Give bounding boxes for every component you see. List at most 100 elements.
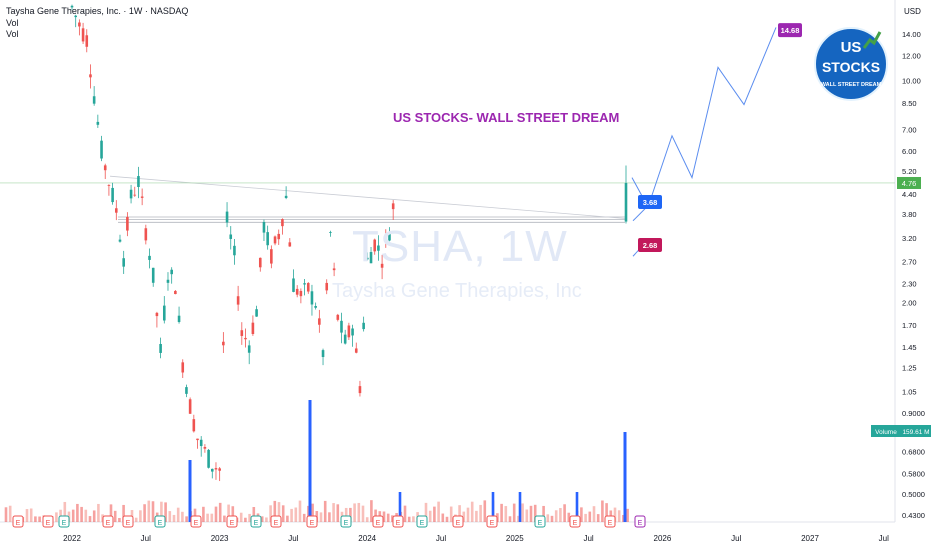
- volume-bar: [122, 504, 125, 522]
- candle-body: [233, 245, 236, 256]
- earnings-letter: E: [230, 520, 235, 527]
- price-tick-label: 1.05: [902, 388, 917, 397]
- price-tick-label: 6.00: [902, 147, 917, 156]
- volume-bar: [554, 510, 558, 522]
- candle-body: [288, 242, 292, 247]
- candle-body: [174, 290, 177, 295]
- earnings-letter: E: [456, 520, 461, 527]
- volume-bar: [97, 503, 100, 522]
- volume-bar: [617, 510, 621, 522]
- last-price-label: 4.76: [902, 179, 917, 188]
- earnings-marker: [416, 515, 428, 528]
- candle-body: [366, 257, 369, 260]
- volume-bar: [34, 516, 37, 522]
- price-axis-panel: [895, 0, 932, 550]
- earnings-letter: E: [573, 520, 578, 527]
- price-tick-label: 1.45: [902, 343, 917, 352]
- volume-bar: [29, 508, 33, 522]
- earnings-marker: [12, 515, 24, 528]
- candle-body: [347, 325, 351, 338]
- earnings-letter: E: [274, 520, 279, 527]
- volume-name-box: [871, 425, 901, 437]
- volume-bar: [319, 512, 323, 522]
- volume-bar: [386, 513, 390, 522]
- volume-bar: [508, 516, 512, 522]
- candle-body: [100, 140, 103, 159]
- earnings-letter: E: [490, 520, 495, 527]
- symbol-header: Taysha Gene Therapies, Inc. · 1W · NASDA…: [6, 6, 189, 16]
- candle-body: [332, 268, 336, 271]
- volume-bar: [286, 515, 289, 522]
- target-arrow: [632, 208, 646, 222]
- earnings-marker: [634, 515, 646, 528]
- volume-bar: [563, 504, 566, 522]
- candle-body: [129, 189, 133, 199]
- price-tick-label: 3.20: [902, 234, 917, 243]
- earnings-marker: [58, 515, 70, 528]
- volume-bar: [143, 504, 146, 522]
- candle-body: [92, 96, 96, 104]
- earnings-letter: E: [376, 520, 381, 527]
- candle-body: [373, 239, 377, 252]
- candle-body: [78, 22, 81, 27]
- price-tick-label: 2.70: [902, 257, 917, 266]
- volume-bar: [546, 514, 550, 522]
- candle-body: [314, 306, 317, 308]
- earnings-marker: [306, 515, 318, 528]
- candle-body: [162, 305, 166, 321]
- volume-bar: [147, 500, 151, 522]
- volume-bar: [424, 502, 428, 522]
- time-tick-label: Jul: [583, 534, 593, 543]
- volume-bar: [518, 492, 522, 522]
- volume-bar: [298, 500, 302, 522]
- volume-bar: [437, 501, 440, 522]
- candle-body: [214, 468, 218, 470]
- volume-bar: [113, 510, 117, 522]
- candle-body: [377, 245, 380, 251]
- earnings-marker: [372, 515, 384, 528]
- time-tick-label: Jul: [436, 534, 446, 543]
- volume-bar: [281, 505, 285, 522]
- volume-bar: [8, 505, 12, 522]
- volume-bar: [269, 505, 272, 522]
- volume-bar: [445, 516, 449, 522]
- candle-body: [199, 439, 203, 447]
- candle-body: [369, 252, 373, 264]
- volume-bar: [361, 505, 365, 522]
- volume-bar: [134, 517, 138, 522]
- volume-legend-1: Vol: [6, 18, 19, 28]
- candle-body: [251, 322, 255, 334]
- price-tick-label: 1.70: [902, 321, 917, 330]
- volume-bar: [294, 507, 298, 522]
- time-tick-label: 2023: [211, 534, 229, 543]
- candle-body: [325, 282, 329, 291]
- earnings-letter: E: [158, 520, 163, 527]
- volume-bar: [449, 506, 453, 522]
- candle-body: [321, 350, 325, 358]
- candle-body: [240, 330, 244, 336]
- volume-bar: [332, 503, 335, 522]
- ticker-watermark: TSHA, 1W: [352, 222, 568, 271]
- logo-wsd-text: WALL STREET DREAM: [821, 82, 882, 88]
- volume-bar: [353, 503, 356, 522]
- earnings-marker: [190, 515, 202, 528]
- volume-bar: [92, 510, 96, 522]
- candle-body: [133, 194, 137, 196]
- volume-bar: [580, 507, 583, 522]
- candle-body: [384, 235, 388, 238]
- candle-body: [103, 165, 107, 171]
- volume-bar: [76, 503, 79, 522]
- volume-bar: [323, 500, 327, 522]
- volume-bar: [382, 511, 386, 522]
- volume-bar: [370, 500, 373, 522]
- volume-bar: [248, 513, 251, 522]
- target-label-low-box: [638, 238, 662, 252]
- price-tick-label: 7.00: [902, 126, 917, 135]
- volume-bar: [575, 492, 579, 522]
- earnings-letter: E: [396, 520, 401, 527]
- target-label-low: 2.68: [643, 241, 658, 250]
- price-tick-label: 0.5800: [902, 470, 925, 479]
- price-tick-label: 10.00: [902, 76, 921, 85]
- volume-bar: [172, 514, 176, 522]
